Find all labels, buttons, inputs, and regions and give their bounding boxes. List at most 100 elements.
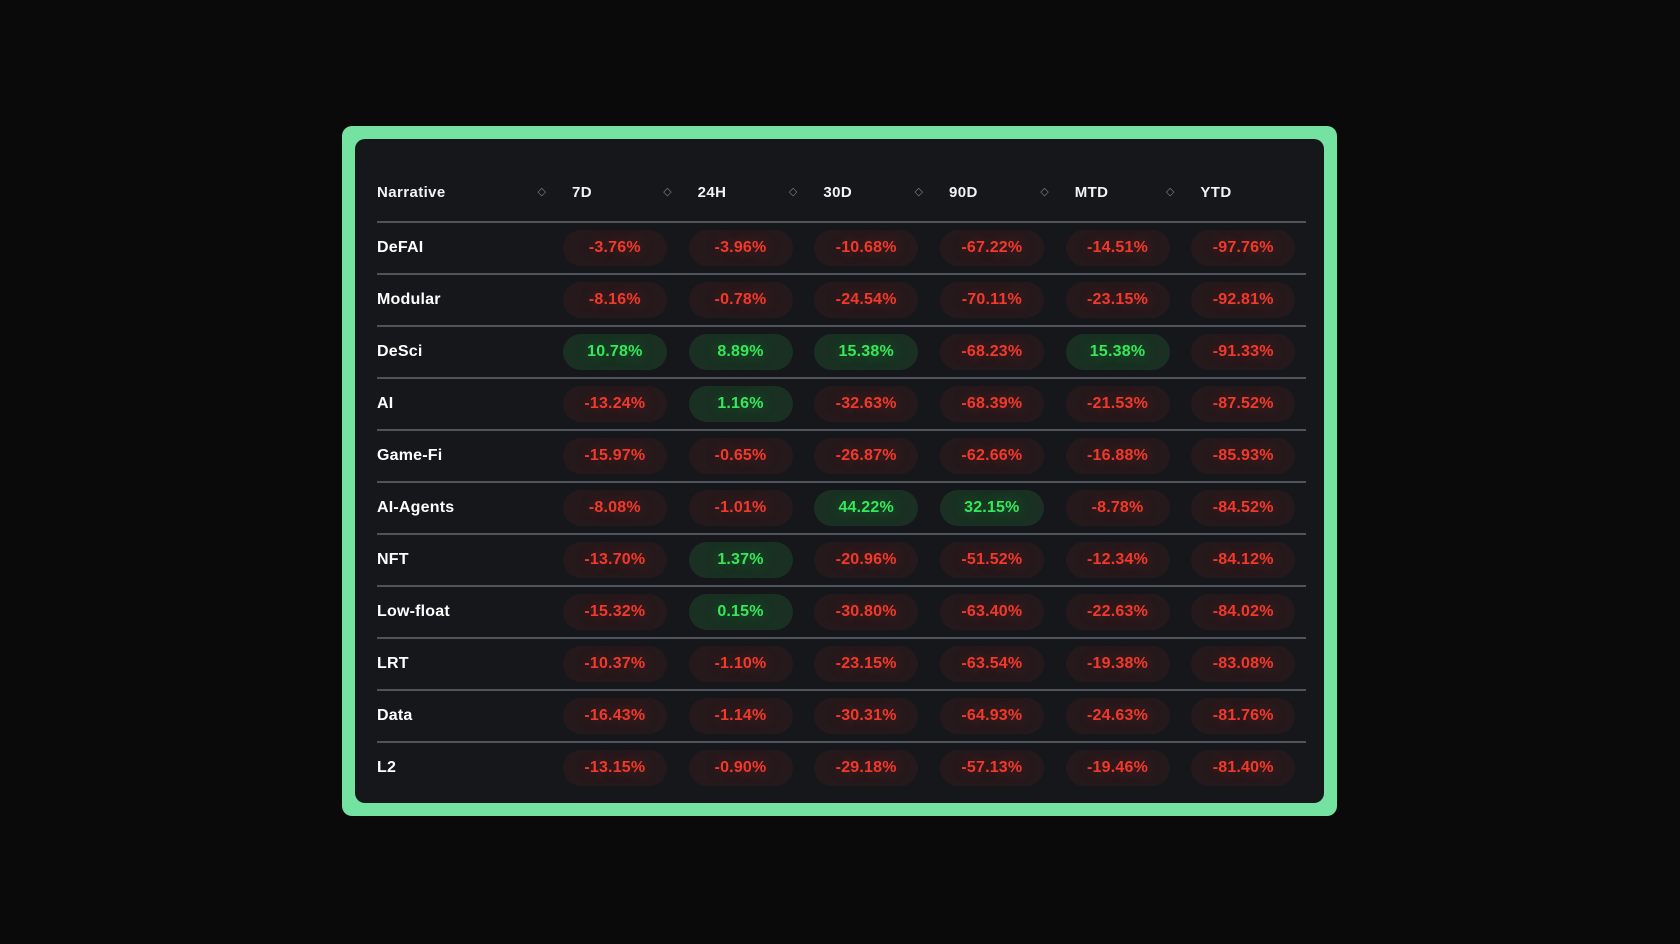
- narrative-label: AI-Agents: [377, 499, 455, 516]
- column-header-narrative[interactable]: Narrative ◇: [377, 184, 552, 201]
- pct-change-pill: -84.52%: [1191, 490, 1296, 526]
- sort-diamond-icon[interactable]: ◇: [537, 185, 546, 198]
- value-cell: -63.40%: [929, 594, 1055, 630]
- pct-change-pill: -68.39%: [939, 386, 1044, 422]
- sort-diamond-icon[interactable]: ◇: [1165, 185, 1175, 198]
- column-header-7d[interactable]: 7D ◇: [552, 184, 678, 201]
- value-cell: -81.40%: [1180, 750, 1306, 786]
- narrative-label: DeFAI: [377, 239, 424, 256]
- value-cell: 1.16%: [678, 386, 804, 422]
- sort-diamond-icon[interactable]: ◇: [1040, 185, 1049, 198]
- value-cell: 44.22%: [803, 490, 929, 526]
- pct-change-pill: -3.76%: [562, 230, 667, 266]
- pct-change-pill: -10.37%: [562, 646, 667, 682]
- value-cell: -24.63%: [1055, 698, 1181, 734]
- narrative-cell: DeSci: [377, 343, 552, 361]
- value-cell: -62.66%: [929, 438, 1055, 474]
- value-cell: 0.15%: [678, 594, 804, 630]
- value-cell: -70.11%: [929, 282, 1055, 318]
- column-header-mtd[interactable]: MTD ◇: [1055, 184, 1181, 201]
- pct-change-pill: -22.63%: [1065, 594, 1170, 630]
- table-row: Data -16.43% -1.14% -30.31% -64.93% -24.63% -8…: [377, 689, 1306, 741]
- pct-change-pill: -85.93%: [1191, 438, 1296, 474]
- table-row: NFT -13.70% 1.37% -20.96% -51.52% -12.34% -84.…: [377, 533, 1306, 585]
- value-cell: -19.46%: [1055, 750, 1181, 786]
- pct-change-pill: -63.54%: [939, 646, 1044, 682]
- table-row: Modular -8.16% -0.78% -24.54% -70.11% -23.15%…: [377, 273, 1306, 325]
- pct-change-pill: -3.96%: [688, 230, 793, 266]
- table-row: AI -13.24% 1.16% -32.63% -68.39% -21.53% -87.5…: [377, 377, 1306, 429]
- pct-change-pill: -23.15%: [1065, 282, 1170, 318]
- narrative-cell: DeFAI: [377, 239, 552, 257]
- table-row: AI-Agents -8.08% -1.01% 44.22% 32.15% -8.78% -…: [377, 481, 1306, 533]
- pct-change-pill: -15.97%: [562, 438, 667, 474]
- value-cell: -16.43%: [552, 698, 678, 734]
- value-cell: -30.31%: [803, 698, 929, 734]
- pct-change-pill: -29.18%: [814, 750, 919, 786]
- narrative-cell: Data: [377, 707, 552, 725]
- narrative-label: Game-Fi: [377, 447, 443, 464]
- table-row: DeSci 10.78% 8.89% 15.38% -68.23% 15.38% -91.3…: [377, 325, 1306, 377]
- value-cell: 8.89%: [678, 334, 804, 370]
- pct-change-pill: -8.08%: [562, 490, 667, 526]
- value-cell: -3.96%: [678, 230, 804, 266]
- narrative-cell: LRT: [377, 655, 552, 673]
- pct-change-pill: 32.15%: [939, 490, 1044, 526]
- sort-diamond-icon[interactable]: ◇: [914, 185, 924, 198]
- narrative-cell: Low-float: [377, 603, 552, 621]
- value-cell: -57.13%: [929, 750, 1055, 786]
- value-cell: 1.37%: [678, 542, 804, 578]
- value-cell: -26.87%: [803, 438, 929, 474]
- pct-change-pill: -51.52%: [939, 542, 1044, 578]
- table-row: Game-Fi -15.97% -0.65% -26.87% -62.66% -16.88…: [377, 429, 1306, 481]
- value-cell: -84.12%: [1180, 542, 1306, 578]
- column-header-90d[interactable]: 90D ◇: [929, 184, 1055, 201]
- value-cell: -24.54%: [803, 282, 929, 318]
- column-header-24h[interactable]: 24H ◇: [678, 184, 804, 201]
- pct-change-pill: -81.40%: [1191, 750, 1296, 786]
- value-cell: -0.90%: [678, 750, 804, 786]
- value-cell: -84.02%: [1180, 594, 1306, 630]
- narrative-cell: Game-Fi: [377, 447, 552, 465]
- value-cell: -83.08%: [1180, 646, 1306, 682]
- value-cell: -30.80%: [803, 594, 929, 630]
- column-header-30d[interactable]: 30D ◇: [803, 184, 929, 201]
- value-cell: -8.78%: [1055, 490, 1181, 526]
- pct-change-pill: -24.63%: [1065, 698, 1170, 734]
- pct-change-pill: -0.90%: [688, 750, 793, 786]
- narrative-label: Low-float: [377, 603, 450, 620]
- narratives-table: Narrative ◇ 7D ◇ 24H ◇ 30D ◇ 90D ◇ MTD ◇ YTD DeFAI -3…: [377, 163, 1306, 793]
- pct-change-pill: -81.76%: [1191, 698, 1296, 734]
- pct-change-pill: -8.16%: [562, 282, 667, 318]
- pct-change-pill: -97.76%: [1191, 230, 1296, 266]
- value-cell: 15.38%: [803, 334, 929, 370]
- pct-change-pill: -62.66%: [939, 438, 1044, 474]
- column-header-label: Narrative: [377, 183, 446, 201]
- pct-change-pill: -87.52%: [1191, 386, 1296, 422]
- pct-change-pill: -1.10%: [688, 646, 793, 682]
- value-cell: -68.23%: [929, 334, 1055, 370]
- pct-change-pill: -63.40%: [939, 594, 1044, 630]
- table-header-row: Narrative ◇ 7D ◇ 24H ◇ 30D ◇ 90D ◇ MTD ◇ YTD: [377, 163, 1306, 221]
- sort-diamond-icon[interactable]: ◇: [788, 185, 798, 198]
- value-cell: -0.65%: [678, 438, 804, 474]
- value-cell: -91.33%: [1180, 334, 1306, 370]
- pct-change-pill: 1.37%: [688, 542, 793, 578]
- value-cell: -64.93%: [929, 698, 1055, 734]
- value-cell: -13.70%: [552, 542, 678, 578]
- pct-change-pill: -64.93%: [939, 698, 1044, 734]
- pct-change-pill: -83.08%: [1191, 646, 1296, 682]
- value-cell: -1.14%: [678, 698, 804, 734]
- narrative-label: L2: [377, 759, 397, 776]
- column-header-label: 7D: [572, 183, 592, 201]
- narrative-label: Modular: [377, 291, 441, 308]
- pct-change-pill: -91.33%: [1191, 334, 1296, 370]
- narrative-label: DeSci: [377, 343, 423, 360]
- value-cell: -23.15%: [803, 646, 929, 682]
- value-cell: -21.53%: [1055, 386, 1181, 422]
- sort-diamond-icon[interactable]: ◇: [663, 185, 672, 198]
- value-cell: -23.15%: [1055, 282, 1181, 318]
- narrative-cell: AI-Agents: [377, 499, 552, 517]
- pct-change-pill: -13.15%: [562, 750, 667, 786]
